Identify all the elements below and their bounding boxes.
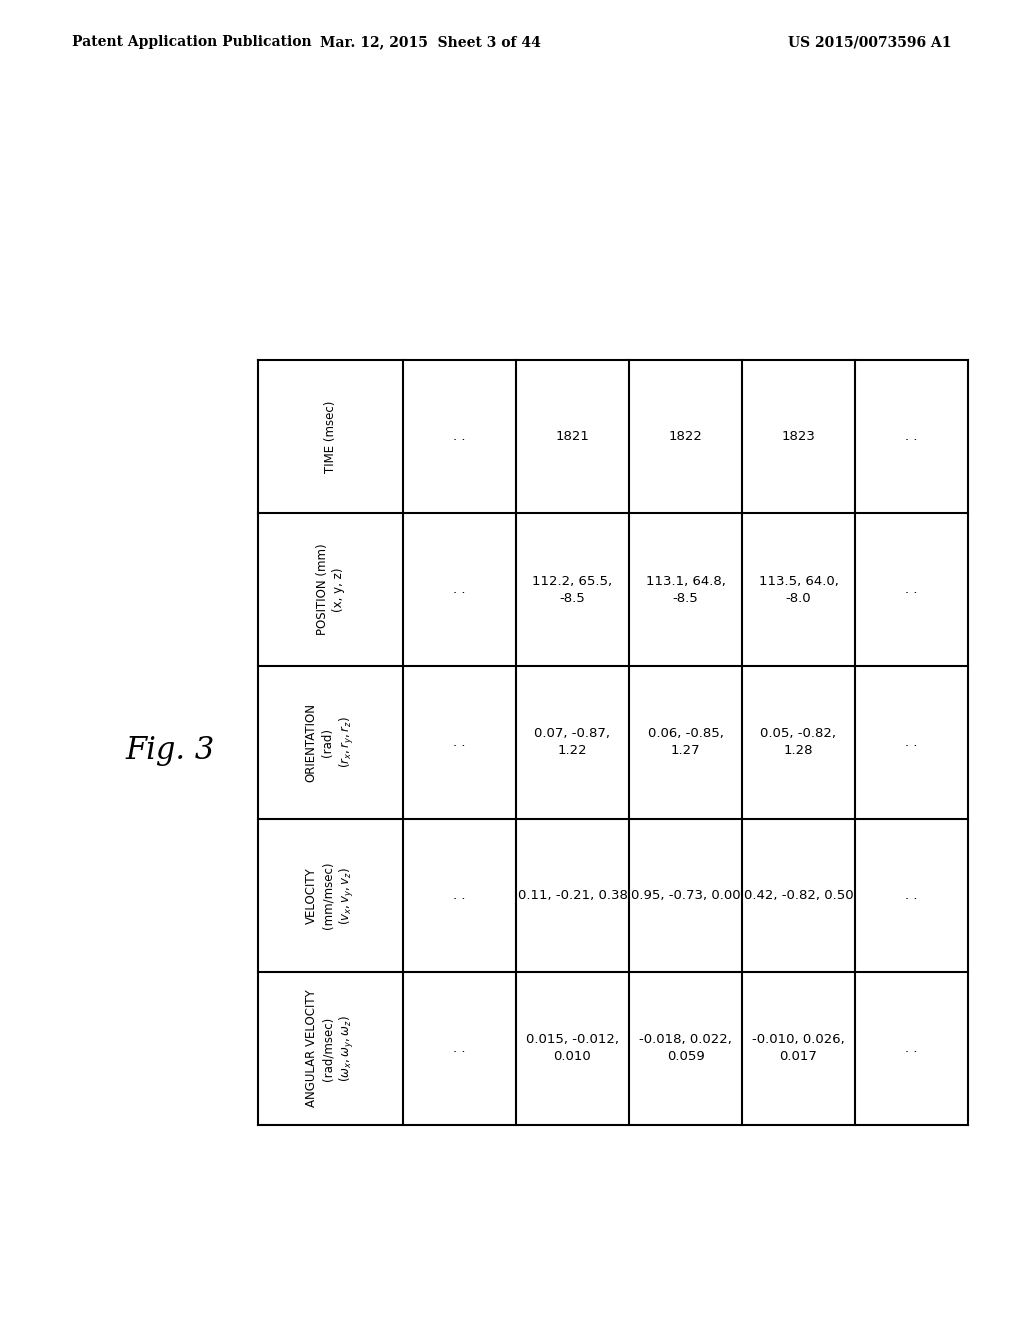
- Text: . .: . .: [905, 737, 918, 748]
- Text: 1822: 1822: [669, 430, 702, 444]
- Text: 1823: 1823: [781, 430, 815, 444]
- Text: ORIENTATION
(rad)
$(r_x, r_y, r_z)$: ORIENTATION (rad) $(r_x, r_y, r_z)$: [305, 704, 356, 781]
- Text: . .: . .: [905, 430, 918, 444]
- Text: 113.1, 64.8,
-8.5: 113.1, 64.8, -8.5: [645, 574, 725, 605]
- Text: 0.015, -0.012,
0.010: 0.015, -0.012, 0.010: [526, 1034, 618, 1064]
- Text: . .: . .: [905, 1041, 918, 1055]
- Text: Mar. 12, 2015  Sheet 3 of 44: Mar. 12, 2015 Sheet 3 of 44: [319, 36, 541, 49]
- Text: 112.2, 65.5,
-8.5: 112.2, 65.5, -8.5: [532, 574, 612, 605]
- Text: US 2015/0073596 A1: US 2015/0073596 A1: [788, 36, 952, 49]
- Text: ANGULAR VELOCITY
(rad/msec)
$(\omega_x, \omega_y, \omega_z)$: ANGULAR VELOCITY (rad/msec) $(\omega_x, …: [305, 990, 356, 1107]
- Text: . .: . .: [454, 430, 466, 444]
- Text: . .: . .: [905, 888, 918, 902]
- Text: . .: . .: [454, 888, 466, 902]
- Text: . .: . .: [454, 737, 466, 748]
- Text: 0.42, -0.82, 0.50: 0.42, -0.82, 0.50: [743, 888, 853, 902]
- Text: -0.010, 0.026,
0.017: -0.010, 0.026, 0.017: [752, 1034, 845, 1064]
- Text: 0.05, -0.82,
1.28: 0.05, -0.82, 1.28: [761, 727, 837, 758]
- Text: . .: . .: [454, 583, 466, 597]
- Text: VELOCITY
(mm/msec)
$(v_x, v_y, v_z)$: VELOCITY (mm/msec) $(v_x, v_y, v_z)$: [305, 862, 356, 929]
- Text: 0.06, -0.85,
1.27: 0.06, -0.85, 1.27: [647, 727, 723, 758]
- Text: POSITION (mm)
(x, y, z): POSITION (mm) (x, y, z): [315, 544, 345, 635]
- Text: . .: . .: [905, 583, 918, 597]
- Text: 0.07, -0.87,
1.22: 0.07, -0.87, 1.22: [535, 727, 610, 758]
- Text: 0.11, -0.21, 0.38: 0.11, -0.21, 0.38: [517, 888, 628, 902]
- Text: 1821: 1821: [556, 430, 590, 444]
- Text: Patent Application Publication: Patent Application Publication: [72, 36, 311, 49]
- Text: 113.5, 64.0,
-8.0: 113.5, 64.0, -8.0: [759, 574, 839, 605]
- Text: -0.018, 0.022,
0.059: -0.018, 0.022, 0.059: [639, 1034, 732, 1064]
- Text: . .: . .: [454, 1041, 466, 1055]
- Text: TIME (msec): TIME (msec): [324, 400, 337, 473]
- Text: 0.95, -0.73, 0.00: 0.95, -0.73, 0.00: [631, 888, 740, 902]
- Text: Fig. 3: Fig. 3: [125, 734, 215, 766]
